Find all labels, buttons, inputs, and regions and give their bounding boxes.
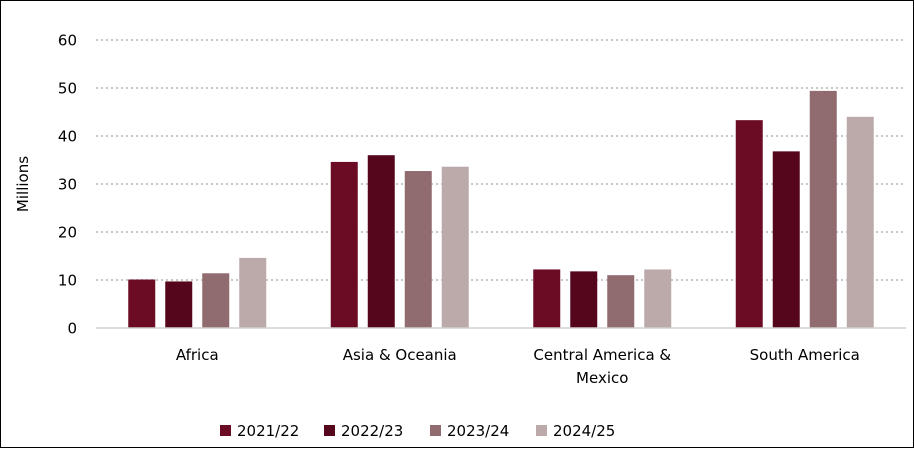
bars <box>128 90 874 328</box>
y-tick-label: 50 <box>58 80 77 98</box>
legend: 2021/22 2022/23 2023/24 2024/25 <box>220 422 615 440</box>
x-category-label: South America <box>750 346 860 364</box>
bar-2023-24-3 <box>809 90 837 328</box>
bar-2024-25-1 <box>441 166 469 328</box>
x-category-label: Central America & Mexico <box>533 346 671 387</box>
y-tick-label: 0 <box>67 320 77 338</box>
bar-2023-24-2 <box>607 275 635 328</box>
y-tick-label: 40 <box>58 128 77 146</box>
y-tick-label: 20 <box>58 224 77 242</box>
legend-item: 2021/22 <box>220 422 299 440</box>
bar-2021-22-0 <box>128 279 156 328</box>
bar-2023-24-1 <box>404 171 432 328</box>
x-axis-category-labels: Africa Asia & Oceania Central America & Mex… <box>176 346 860 387</box>
legend-swatch <box>324 425 335 436</box>
x-category-label: Asia & Oceania <box>343 346 457 364</box>
bar-2022-23-1 <box>367 155 395 328</box>
legend-swatch <box>430 425 441 436</box>
legend-swatch <box>536 425 547 436</box>
y-tick-label: 60 <box>58 32 77 50</box>
legend-label: 2022/23 <box>341 422 403 440</box>
bar-2024-25-0 <box>239 257 267 328</box>
bar-2021-22-1 <box>330 161 358 328</box>
legend-label: 2021/22 <box>237 422 299 440</box>
bar-2022-23-2 <box>570 271 598 328</box>
bar-2024-25-3 <box>846 116 874 328</box>
y-tick-label: 30 <box>58 176 77 194</box>
bar-2021-22-2 <box>533 269 561 328</box>
bar-2022-23-3 <box>772 151 800 328</box>
bar-2022-23-0 <box>165 281 193 328</box>
x-category-label: Africa <box>176 346 219 364</box>
legend-item: 2023/24 <box>430 422 509 440</box>
gridlines <box>96 39 906 281</box>
legend-swatch <box>220 425 231 436</box>
bar-2021-22-3 <box>735 120 763 328</box>
y-axis-title: Millions <box>14 156 32 212</box>
legend-item: 2022/23 <box>324 422 403 440</box>
legend-label: 2024/25 <box>553 422 615 440</box>
bar-2024-25-2 <box>644 269 672 328</box>
bar-2023-24-0 <box>202 273 230 328</box>
y-tick-label: 10 <box>58 272 77 290</box>
legend-label: 2023/24 <box>447 422 509 440</box>
legend-item: 2024/25 <box>536 422 615 440</box>
y-axis-ticks: 0 10 20 30 40 50 60 <box>58 32 77 338</box>
